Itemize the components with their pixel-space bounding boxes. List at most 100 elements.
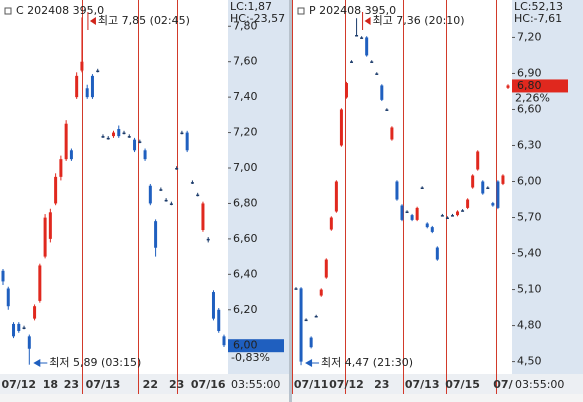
candle-body	[33, 306, 37, 319]
price-axis-panel	[512, 0, 583, 374]
candle-body	[64, 123, 68, 160]
low-note: 최저 5,89 (03:15)	[49, 356, 141, 369]
candle-body	[420, 187, 424, 189]
candle-body	[133, 139, 137, 151]
title-marker	[4, 7, 12, 15]
y-tick-label: 6,60	[233, 232, 258, 245]
y-tick-label: 7,40	[233, 90, 258, 103]
candle-body	[48, 212, 52, 239]
candle-body	[466, 199, 470, 208]
y-tick-label: 6,30	[517, 138, 542, 151]
low-note: 최저 4,47 (21:30)	[321, 356, 413, 369]
last-price-label: 6,80	[517, 79, 542, 92]
candle-body	[148, 185, 152, 204]
candle-body	[294, 288, 298, 290]
high-close-label: HC:-7,61	[514, 12, 562, 25]
high-note: 최고 7,85 (02:45)	[98, 14, 190, 27]
candle-body	[69, 150, 73, 160]
candle-body	[390, 127, 394, 140]
x-tick-label: 23	[64, 378, 79, 391]
candle-body	[112, 132, 115, 137]
y-tick-label: 7,80	[233, 19, 258, 32]
y-tick-label: 4,50	[517, 355, 542, 368]
x-tick-label: 23	[374, 378, 389, 391]
candle-body	[435, 247, 439, 260]
candle-body	[496, 181, 500, 208]
x-tick-label: 07/	[493, 378, 513, 391]
candle-body	[175, 168, 179, 170]
candle-body	[304, 319, 308, 322]
y-tick-label: 7,60	[233, 55, 258, 68]
candle-body	[415, 207, 419, 220]
y-tick-label: 6,90	[517, 66, 542, 79]
candle-body	[75, 75, 79, 98]
time-label: 03:55:00	[515, 378, 564, 391]
candle-body	[201, 203, 205, 231]
price-axis-panel	[228, 0, 289, 374]
low-arrow-head	[305, 359, 313, 367]
low-close-label: LC:1,87	[230, 0, 272, 13]
chart-title: C 202408 395,0	[16, 4, 104, 17]
high-close-label: HC:-23,57	[230, 12, 285, 25]
candle-body	[501, 175, 505, 184]
candle-body	[196, 194, 200, 197]
candle-body	[122, 132, 126, 135]
low-close-label: LC:52,13	[514, 0, 563, 13]
x-tick-label: 07/16	[191, 378, 226, 391]
x-tick-label: 23	[169, 378, 184, 391]
candle-body	[138, 141, 142, 143]
candle-body	[319, 289, 323, 296]
x-tick-label: 07/12	[1, 378, 36, 391]
y-tick-label: 6,20	[233, 303, 258, 316]
candle-body	[27, 336, 31, 349]
candle-body	[143, 150, 147, 160]
x-tick-label: 07/12	[329, 378, 364, 391]
y-tick-label: 7,20	[517, 30, 542, 43]
candle-body	[211, 292, 215, 319]
candle-body	[54, 176, 58, 204]
candle-body	[486, 187, 490, 189]
chart-title: P 202408 395,0	[309, 4, 396, 17]
candle-body	[425, 223, 429, 228]
change-label: -0,83%	[231, 351, 270, 364]
candle-body	[185, 132, 189, 151]
candle-body	[506, 85, 510, 88]
candle-body	[476, 151, 480, 170]
y-tick-label: 6,40	[233, 267, 258, 280]
candle-body	[440, 215, 444, 217]
candle-body	[101, 136, 105, 138]
candle-body	[360, 37, 364, 39]
candle-body	[385, 109, 389, 111]
y-tick-label: 5,40	[517, 247, 542, 260]
last-price-box	[512, 79, 568, 93]
title-marker	[297, 7, 305, 15]
last-price-label: 6,00	[233, 339, 258, 352]
candle-body	[329, 217, 333, 230]
candle-body	[43, 217, 47, 257]
change-label: 2,26%	[515, 91, 550, 104]
candle-body	[106, 137, 110, 140]
candle-body	[159, 189, 163, 191]
candle-body	[395, 181, 399, 200]
candle-body	[222, 336, 226, 346]
x-tick-label: 07/13	[86, 378, 121, 391]
candle-body	[90, 75, 94, 98]
candle-body	[481, 181, 485, 194]
candle-body	[154, 221, 158, 248]
candle-body	[6, 288, 10, 307]
candle-body	[324, 259, 328, 278]
candle-body	[17, 323, 21, 332]
y-tick-label: 6,00	[517, 174, 542, 187]
candle-body	[456, 211, 460, 216]
candle-body	[299, 288, 303, 362]
candle-body	[85, 88, 89, 98]
y-tick-label: 6,80	[233, 196, 258, 209]
candle-body	[430, 227, 434, 232]
candle-body	[38, 265, 42, 301]
candle-body	[370, 61, 374, 63]
candle-body	[400, 205, 404, 220]
candle-body	[491, 203, 495, 206]
candle-body	[117, 129, 121, 137]
candle-body	[380, 85, 384, 100]
